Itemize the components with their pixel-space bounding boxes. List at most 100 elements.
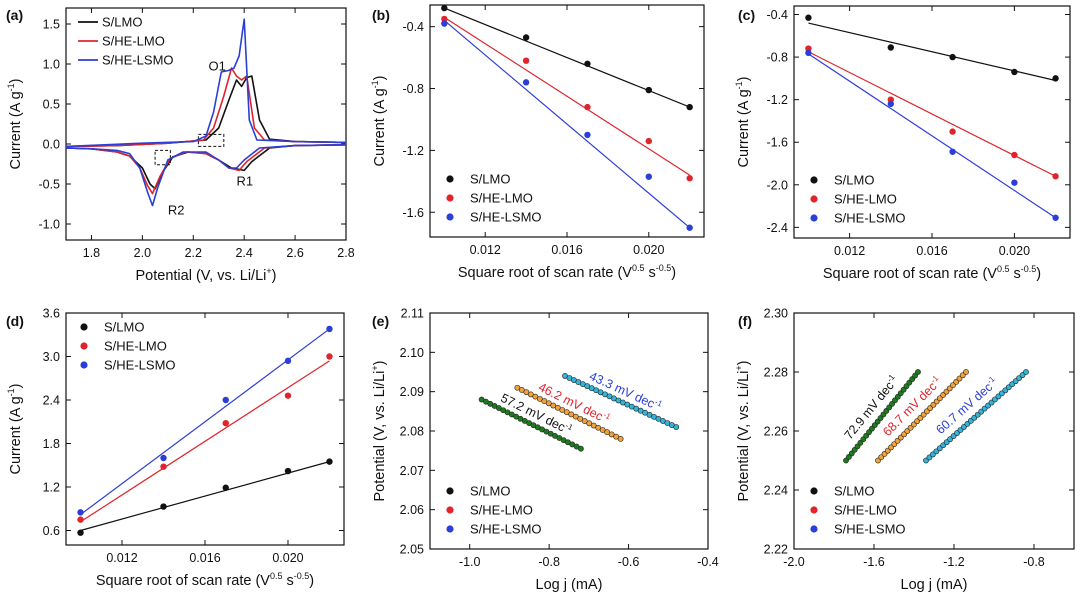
plot-area xyxy=(66,18,346,207)
y-tick-label: 3.6 xyxy=(43,307,60,321)
tafel-point xyxy=(915,369,921,375)
tafel-point xyxy=(541,398,548,404)
data-point xyxy=(441,5,448,12)
x-tick-label: 1.8 xyxy=(83,246,100,260)
legend-label: S/HE-LMO xyxy=(104,339,167,354)
tafel-point xyxy=(545,400,552,407)
tafel-point xyxy=(563,409,570,416)
x-tick-label: 0.020 xyxy=(272,551,303,565)
tafel-point xyxy=(568,411,575,418)
fit-line-2 xyxy=(808,53,1056,219)
legend-label: S/LMO xyxy=(102,15,142,30)
y-tick-label: 1.8 xyxy=(43,437,60,451)
data-point xyxy=(949,128,956,135)
data-point xyxy=(645,137,652,145)
data-point xyxy=(1011,151,1018,159)
legend-swatch xyxy=(810,487,818,495)
legend-label: S/HE-LSMO xyxy=(834,211,906,226)
data-point xyxy=(441,20,448,27)
legend-label: S/HE-LSMO xyxy=(470,210,542,225)
y-tick-label: 2.09 xyxy=(400,385,424,399)
panel-f: (f) -2.0 -1.6 -1.2 -0.8 2.22 2.24 2.26 2.28 2.30 L… xyxy=(734,307,1075,593)
x-tick-label: 0.016 xyxy=(916,244,947,258)
y-tick-label: -0.5 xyxy=(38,178,60,192)
data-point xyxy=(222,396,229,404)
legend-label: S/HE-LMO xyxy=(834,503,897,518)
fit-line-2 xyxy=(443,20,691,229)
legend-label: S/LMO xyxy=(834,173,874,188)
data-point xyxy=(1011,179,1018,186)
legend: S/LMO S/HE-LMO S/HE-LSMO xyxy=(810,484,906,537)
y-tick-label: 2.24 xyxy=(764,484,788,498)
fit-line-0 xyxy=(444,7,690,108)
x-tick-label: -0.4 xyxy=(697,555,719,569)
x-axis-label: Log j (mA) xyxy=(901,577,968,593)
data-point xyxy=(1011,68,1018,76)
legend-swatch xyxy=(446,175,454,183)
y-axis-label: Current (A g-1) xyxy=(370,75,388,166)
panel-label: (c) xyxy=(738,7,755,23)
panel-d: (d) 0.012 0.016 0.020 0.6 1.2 1.8 2.4 3.0 3.6 Squa… xyxy=(6,307,345,589)
data-point xyxy=(686,224,693,231)
y-tick-label: 0.6 xyxy=(43,524,60,538)
legend-swatch xyxy=(446,506,454,514)
y-tick-label: 2.07 xyxy=(400,464,424,478)
data-point xyxy=(949,148,956,155)
panel-label: (d) xyxy=(6,313,24,329)
plot-area xyxy=(843,369,1029,464)
legend-swatch xyxy=(810,195,818,203)
data-point xyxy=(686,103,693,111)
tafel-point xyxy=(590,422,597,429)
y-axis-label: Potential (V, vs. Li/Li+) xyxy=(734,361,752,502)
peak-annotation: R1 xyxy=(237,174,254,189)
data-point xyxy=(222,420,229,427)
x-tick-label: 0.020 xyxy=(999,244,1030,258)
legend-swatch xyxy=(80,342,88,350)
y-tick-label: -1.0 xyxy=(38,218,60,232)
fit-line-0 xyxy=(80,461,330,532)
tafel-point xyxy=(572,413,579,420)
y-tick-label: 2.4 xyxy=(43,394,60,408)
data-point xyxy=(160,454,167,462)
x-tick-label: 2.4 xyxy=(235,246,252,260)
panel-label: (b) xyxy=(372,7,390,23)
panel-b: (b) 0.012 0.016 0.020 -1.6 -1.2 -0.8 -0.4 Square… xyxy=(370,4,705,281)
legend-label: S/HE-LSMO xyxy=(470,522,542,537)
tafel-point xyxy=(963,369,969,375)
legend-swatch xyxy=(810,506,818,514)
legend-swatch xyxy=(80,361,88,369)
data-point xyxy=(284,467,292,475)
tafel-point xyxy=(532,393,539,400)
peak-annotation: O1 xyxy=(209,58,226,73)
legend: S/LMO S/HE-LMO S/HE-LSMO xyxy=(80,320,176,373)
legend: S/LMO S/HE-LMO S/HE-LSMO xyxy=(446,484,542,537)
fit-line-1 xyxy=(443,16,691,176)
panel-label: (a) xyxy=(6,7,23,23)
y-tick-label: -2.4 xyxy=(766,221,788,235)
x-tick-label: -0.8 xyxy=(538,555,560,569)
legend: S/LMO S/HE-LMO S/HE-LSMO xyxy=(446,172,542,225)
data-point xyxy=(1052,173,1059,180)
y-tick-label: 2.30 xyxy=(764,307,788,321)
x-tick-label: -1.2 xyxy=(943,555,965,569)
x-tick-label: 2.6 xyxy=(286,246,303,260)
data-point xyxy=(949,53,956,61)
y-axis-label: Current (A g-1) xyxy=(6,383,24,474)
data-point xyxy=(222,484,229,491)
x-tick-label: 0.012 xyxy=(106,551,137,565)
data-point xyxy=(522,34,530,41)
data-point xyxy=(584,60,591,67)
tafel-point xyxy=(559,407,566,413)
legend-swatch xyxy=(446,525,454,533)
x-tick-label: -1.6 xyxy=(863,555,885,569)
y-tick-label: -1.2 xyxy=(766,93,788,107)
tafel-point xyxy=(527,391,534,398)
x-tick-label: 0.016 xyxy=(551,243,582,257)
fit-line-0 xyxy=(808,22,1056,82)
y-tick-label: -0.4 xyxy=(766,8,788,22)
legend-label: S/LMO xyxy=(470,484,510,499)
y-tick-label: -0.8 xyxy=(402,82,424,96)
data-point xyxy=(805,14,812,21)
tafel-point xyxy=(1023,369,1029,375)
legend-swatch xyxy=(446,487,454,495)
